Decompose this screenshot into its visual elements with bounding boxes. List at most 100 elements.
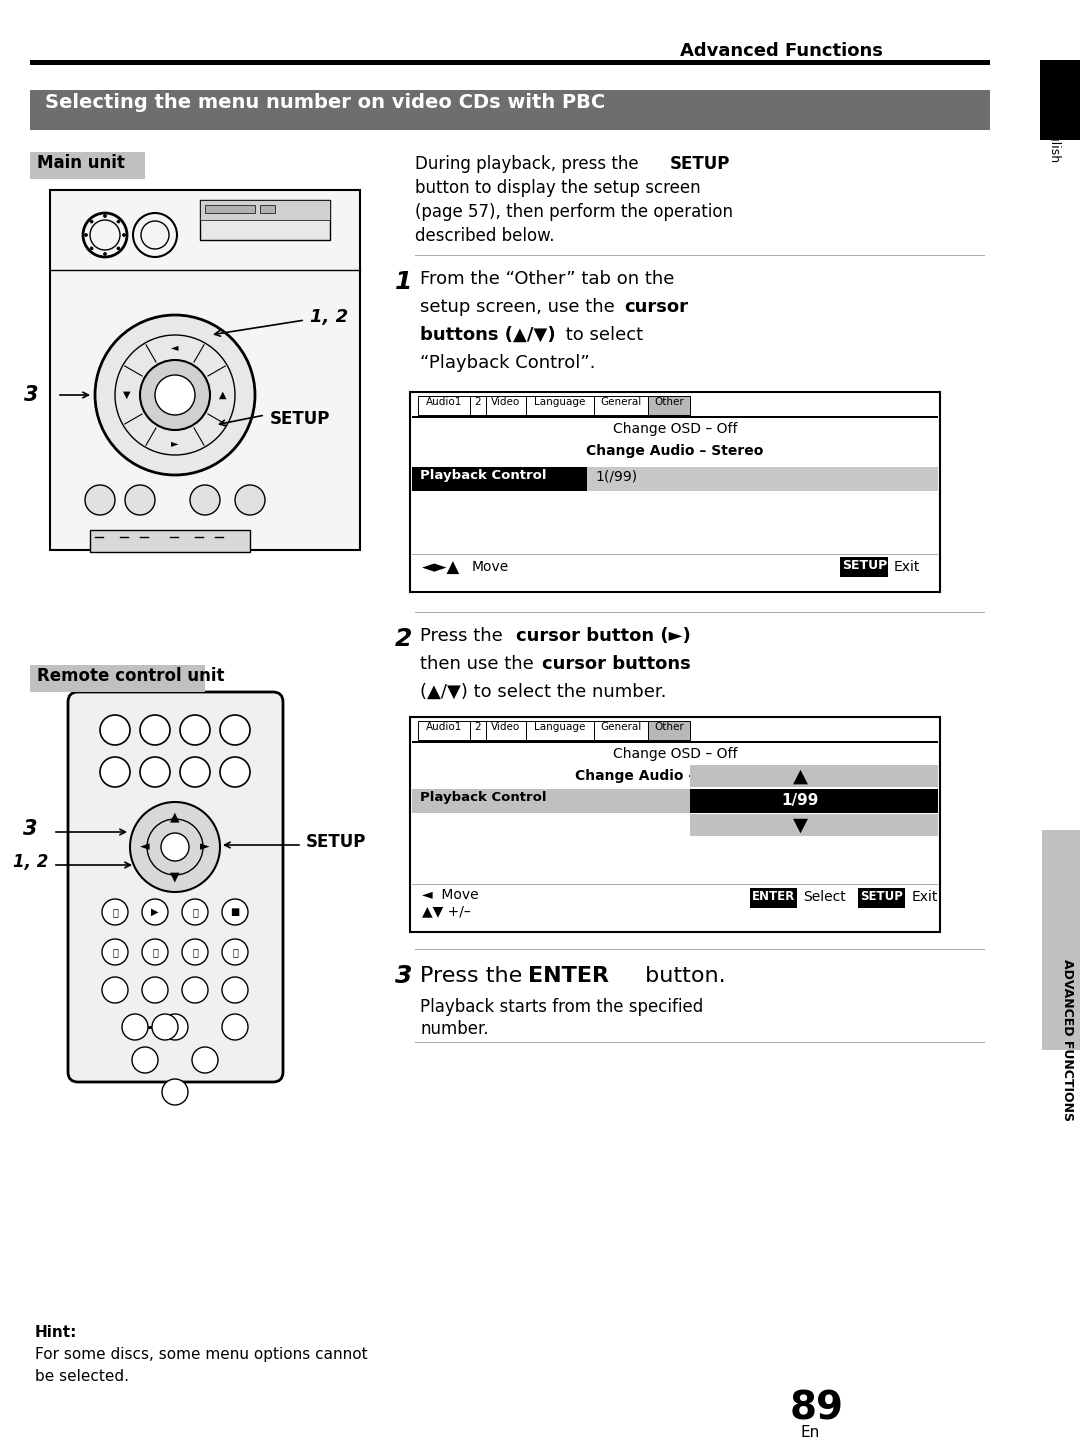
Circle shape	[100, 757, 130, 788]
Circle shape	[102, 977, 129, 1003]
Text: Language: Language	[535, 723, 585, 733]
Circle shape	[190, 485, 220, 515]
Text: SETUP: SETUP	[860, 891, 903, 904]
Text: ■: ■	[230, 906, 240, 917]
Text: cursor button (►): cursor button (►)	[516, 627, 691, 644]
Text: SETUP: SETUP	[306, 833, 366, 851]
Bar	[588, 468, 939, 491]
Circle shape	[132, 1047, 158, 1073]
Text: Move: Move	[472, 560, 510, 573]
Circle shape	[117, 248, 120, 251]
Text: From the “Other” tab on the: From the “Other” tab on the	[420, 269, 674, 288]
Text: 3: 3	[395, 964, 413, 988]
Bar	[1040, 59, 1080, 140]
Text: En: En	[800, 1425, 820, 1439]
Text: setup screen, use the: setup screen, use the	[420, 298, 621, 316]
Text: ▼: ▼	[171, 870, 179, 883]
Text: ▶: ▶	[151, 906, 159, 917]
Text: Change OSD – Off: Change OSD – Off	[612, 421, 738, 436]
Bar	[200, 200, 330, 220]
Bar	[690, 765, 939, 788]
Bar	[30, 90, 990, 130]
Circle shape	[162, 1079, 188, 1105]
Circle shape	[162, 1014, 188, 1040]
Text: button to display the setup screen: button to display the setup screen	[415, 180, 701, 197]
Text: Audio1: Audio1	[426, 723, 462, 733]
Text: described below.: described below.	[415, 227, 554, 245]
Text: Change Audio – Stereo: Change Audio – Stereo	[586, 445, 764, 458]
Bar	[486, 395, 526, 416]
Text: 3: 3	[23, 820, 38, 838]
Text: ⏩: ⏩	[192, 906, 198, 917]
Text: ENTER: ENTER	[528, 966, 609, 986]
Text: Advanced Functions: Advanced Functions	[680, 42, 882, 59]
Text: 89: 89	[789, 1390, 843, 1428]
Bar	[205, 206, 255, 213]
Bar	[648, 721, 690, 740]
Circle shape	[95, 316, 255, 475]
Text: ▲: ▲	[793, 767, 808, 786]
Text: Video: Video	[491, 723, 521, 733]
Bar	[410, 717, 940, 933]
Circle shape	[141, 938, 168, 964]
Text: to select: to select	[561, 326, 643, 345]
Circle shape	[156, 375, 195, 416]
Text: For some discs, some menu options cannot: For some discs, some menu options cannot	[35, 1347, 367, 1363]
Bar	[594, 721, 648, 740]
Circle shape	[140, 715, 170, 746]
Circle shape	[180, 715, 210, 746]
Text: Change OSD – Off: Change OSD – Off	[612, 747, 738, 762]
Circle shape	[180, 757, 210, 788]
Circle shape	[140, 757, 170, 788]
Circle shape	[222, 899, 248, 925]
Circle shape	[220, 715, 249, 746]
Circle shape	[102, 938, 129, 964]
Text: ◄  Move: ◄ Move	[422, 888, 478, 902]
Bar	[858, 888, 905, 908]
Text: Remote control unit: Remote control unit	[37, 668, 225, 685]
Circle shape	[152, 1014, 178, 1040]
Text: button.: button.	[638, 966, 726, 986]
Text: 1/99: 1/99	[781, 794, 819, 808]
Text: 1, 2: 1, 2	[310, 308, 348, 326]
Text: 3: 3	[24, 385, 39, 405]
Circle shape	[141, 977, 168, 1003]
Text: ◄: ◄	[140, 840, 150, 853]
Circle shape	[100, 715, 130, 746]
Text: Playback Control: Playback Control	[420, 469, 546, 482]
Bar	[90, 530, 249, 552]
Text: Exit: Exit	[912, 891, 939, 904]
Text: General: General	[600, 723, 642, 733]
Circle shape	[183, 899, 208, 925]
Circle shape	[183, 938, 208, 964]
Bar	[470, 395, 486, 416]
Circle shape	[90, 220, 93, 223]
Text: Hint:: Hint:	[35, 1325, 78, 1339]
Text: English: English	[1047, 119, 1059, 165]
Text: Video: Video	[491, 397, 521, 407]
Text: ◄: ◄	[172, 342, 179, 352]
Circle shape	[220, 757, 249, 788]
Text: ▼: ▼	[123, 390, 131, 400]
Text: Select: Select	[804, 891, 846, 904]
Bar	[418, 721, 470, 740]
Circle shape	[85, 485, 114, 515]
Text: 1: 1	[395, 269, 413, 294]
Bar	[648, 395, 690, 416]
Text: (page 57), then perform the operation: (page 57), then perform the operation	[415, 203, 733, 222]
Text: buttons (▲/▼): buttons (▲/▼)	[420, 326, 555, 345]
Circle shape	[122, 1014, 148, 1040]
Circle shape	[140, 361, 210, 430]
Bar	[594, 395, 648, 416]
Bar	[411, 741, 939, 743]
Bar	[526, 721, 594, 740]
Text: be selected.: be selected.	[35, 1368, 129, 1384]
Bar	[486, 721, 526, 740]
Bar	[410, 392, 940, 592]
Circle shape	[130, 802, 220, 892]
Circle shape	[192, 1047, 218, 1073]
Text: number.: number.	[420, 1019, 488, 1038]
Bar	[526, 395, 594, 416]
Bar	[840, 557, 888, 576]
Text: cursor: cursor	[624, 298, 688, 316]
